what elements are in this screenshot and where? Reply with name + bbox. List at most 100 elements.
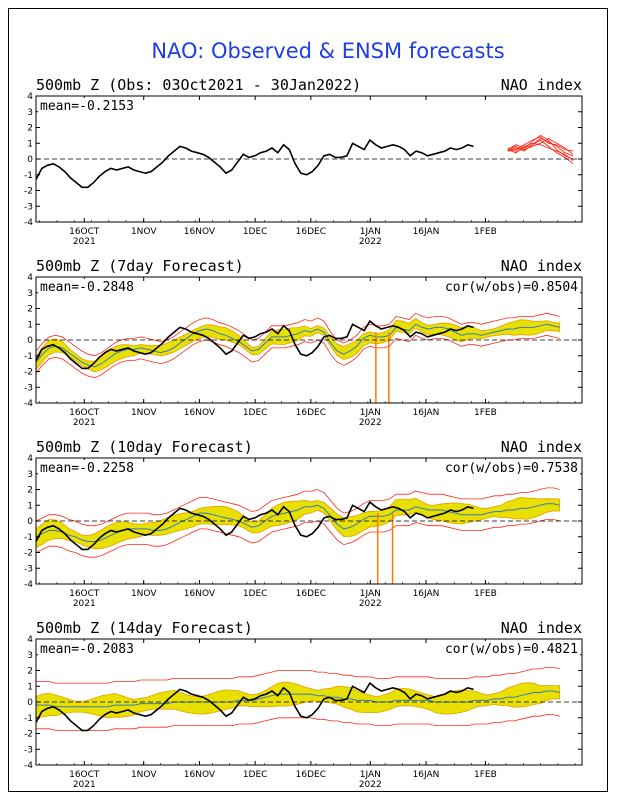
forecast-member-2 xyxy=(507,136,574,152)
chart-panel-2: 500mb Z (7day Forecast) NAO index -4 -3 -2 -1… xyxy=(24,257,583,428)
mean-stat: mean=-0.2083 xyxy=(40,642,134,657)
lower-bound-line xyxy=(35,334,560,379)
figure-title: NAO: Observed & ENSM forecasts xyxy=(151,39,504,63)
y-tick-label: -1 xyxy=(24,352,33,362)
panel-title: 500mb Z (14day Forecast) xyxy=(36,619,253,637)
x-tick-label: 16JAN xyxy=(413,589,440,599)
y-tick-label: 1 xyxy=(27,320,33,330)
forecast-member-4 xyxy=(507,134,574,160)
y-tick-label: 3 xyxy=(27,470,33,480)
x-tick-label: 16NOV xyxy=(184,227,216,237)
ens-mean-line xyxy=(35,323,560,368)
y-tick-label: -1 xyxy=(24,171,33,181)
chart-panel-3: 500mb Z (10day Forecast) NAO index -4 -3 -2 -… xyxy=(24,438,583,609)
x-tick-label: 16JAN xyxy=(413,227,440,237)
x-tick-label: 1FEB xyxy=(474,408,497,418)
forecast-member-6 xyxy=(507,139,574,165)
x-tick-label: 16NOV xyxy=(184,589,216,599)
x-tick-label: 1DEC xyxy=(243,770,268,780)
panel-index-label: NAO index xyxy=(501,619,582,637)
y-tick-label: 3 xyxy=(27,108,33,118)
y-tick-label: 3 xyxy=(27,651,33,661)
x-tick-label: 1NOV xyxy=(131,227,157,237)
x-tick-year-label: 2021 xyxy=(73,418,96,428)
lower-bound-line xyxy=(35,519,560,558)
x-tick-label: 16OCT xyxy=(69,589,100,599)
y-tick-label: -4 xyxy=(24,580,33,590)
mean-stat-bg xyxy=(38,98,136,115)
y-tick-label: -4 xyxy=(24,399,33,409)
correlation-stat-bg xyxy=(442,279,581,296)
panel-title: 500mb Z (10day Forecast) xyxy=(36,438,253,456)
x-tick-year-label: 2021 xyxy=(73,599,96,609)
y-tick-label: 1 xyxy=(27,682,33,692)
y-tick-label: -2 xyxy=(24,187,33,197)
y-tick-label: 4 xyxy=(27,92,33,102)
x-tick-label: 1JAN xyxy=(360,227,381,237)
y-tick-label: -2 xyxy=(24,730,33,740)
x-tick-year-label: 2021 xyxy=(73,780,96,790)
x-tick-label: 16OCT xyxy=(69,227,100,237)
observed-line xyxy=(35,681,474,732)
x-tick-label: 1NOV xyxy=(131,589,157,599)
x-tick-label: 1FEB xyxy=(474,589,497,599)
spread-band xyxy=(35,496,561,550)
forecast-member-5 xyxy=(507,137,574,155)
y-tick-label: 3 xyxy=(27,289,33,299)
upper-bound-line xyxy=(35,487,560,527)
y-tick-label: 2 xyxy=(27,486,33,496)
y-tick-label: 4 xyxy=(27,273,33,283)
x-tick-label: 1DEC xyxy=(243,227,268,237)
x-tick-label: 16NOV xyxy=(184,770,216,780)
y-tick-label: 0 xyxy=(27,336,33,346)
y-tick-label: 2 xyxy=(27,667,33,677)
x-tick-label: 16DEC xyxy=(296,589,326,599)
correlation-stat-bg xyxy=(442,641,580,658)
x-tick-year-label: 2021 xyxy=(73,237,96,247)
y-tick-label: 0 xyxy=(27,155,33,165)
mean-stat: mean=-0.2848 xyxy=(40,280,134,295)
chart-panel-1: 500mb Z (Obs: 03Oct2021 - 30Jan2022) NAO … xyxy=(24,76,583,247)
mean-stat-bg xyxy=(38,641,136,658)
upper-bound-line xyxy=(36,667,560,684)
x-tick-label: 16OCT xyxy=(69,408,100,418)
y-tick-label: -3 xyxy=(24,383,33,393)
correlation-stat: cor(w/obs)=0.8504 xyxy=(445,280,578,295)
x-tick-label: 16DEC xyxy=(296,408,326,418)
mean-stat-bg xyxy=(38,460,136,477)
observed-line xyxy=(35,500,474,551)
x-tick-label: 1FEB xyxy=(474,770,497,780)
x-tick-year-label: 2022 xyxy=(359,237,382,247)
y-tick-label: 1 xyxy=(27,501,33,511)
y-tick-label: -3 xyxy=(24,202,33,212)
x-tick-label: 1JAN xyxy=(360,589,381,599)
observed-line xyxy=(35,138,474,189)
ens-mean-line xyxy=(36,690,560,708)
chart-panel-4: 500mb Z (14day Forecast) NAO index -4 -3 -2 -… xyxy=(24,619,583,790)
x-tick-label: 1JAN xyxy=(360,408,381,418)
x-tick-label: 1DEC xyxy=(243,589,268,599)
y-tick-label: 2 xyxy=(27,124,33,134)
panel-title: 500mb Z (7day Forecast) xyxy=(36,257,244,275)
panel-index-label: NAO index xyxy=(501,257,582,275)
y-tick-label: -4 xyxy=(24,218,33,228)
upper-bound-line xyxy=(35,312,560,357)
x-tick-label: 16DEC xyxy=(296,770,326,780)
mean-stat-bg xyxy=(38,279,136,296)
figure-frame xyxy=(8,8,608,792)
observed-line xyxy=(35,319,474,370)
x-tick-label: 1NOV xyxy=(131,408,157,418)
y-tick-label: -4 xyxy=(24,761,33,771)
y-tick-label: -2 xyxy=(24,368,33,378)
x-tick-label: 16OCT xyxy=(69,770,100,780)
y-tick-label: -3 xyxy=(24,564,33,574)
x-tick-year-label: 2022 xyxy=(359,418,382,428)
y-tick-label: -1 xyxy=(24,714,33,724)
y-tick-label: -2 xyxy=(24,549,33,559)
mean-stat: mean=-0.2258 xyxy=(40,461,134,476)
x-tick-year-label: 2022 xyxy=(359,780,382,790)
y-tick-label: -3 xyxy=(24,745,33,755)
x-tick-label: 1JAN xyxy=(360,770,381,780)
correlation-stat: cor(w/obs)=0.7538 xyxy=(445,461,578,476)
